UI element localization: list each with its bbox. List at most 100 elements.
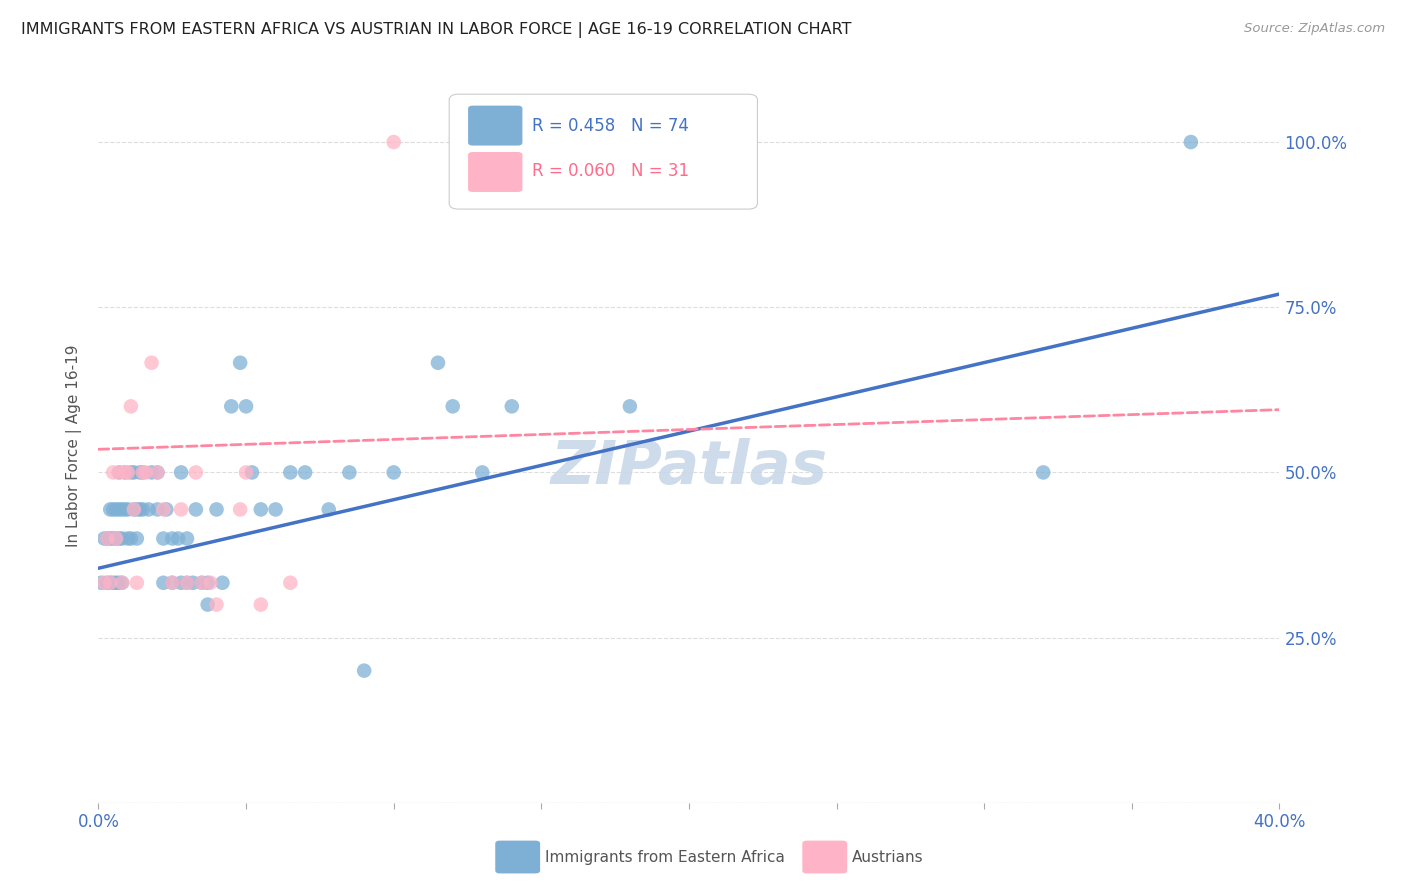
Point — [184, 502, 207, 516]
Point — [111, 575, 134, 590]
Point — [96, 575, 118, 590]
Text: R = 0.060   N = 31: R = 0.060 N = 31 — [531, 162, 689, 180]
Point — [105, 575, 128, 590]
Point — [339, 466, 360, 480]
Point — [108, 466, 131, 480]
Point — [205, 502, 228, 516]
Point — [120, 532, 142, 546]
Text: Austrians: Austrians — [852, 849, 924, 864]
Point — [98, 532, 121, 546]
Point — [181, 575, 204, 590]
Point — [382, 466, 405, 480]
Point — [152, 502, 174, 516]
Point — [167, 532, 190, 546]
Point — [103, 466, 125, 480]
Point — [146, 502, 169, 516]
Point — [114, 466, 136, 480]
Point — [93, 575, 115, 590]
Point — [96, 532, 118, 546]
Point — [122, 466, 145, 480]
Text: Source: ZipAtlas.com: Source: ZipAtlas.com — [1244, 22, 1385, 36]
Point — [278, 575, 302, 590]
Point — [240, 466, 263, 480]
Point — [200, 575, 222, 590]
Point — [170, 466, 193, 480]
Point — [501, 400, 523, 414]
Point — [117, 502, 139, 516]
Point — [589, 135, 612, 149]
Point — [427, 356, 450, 370]
Point — [211, 575, 233, 590]
Point — [152, 575, 174, 590]
Point — [1180, 135, 1202, 149]
Point — [103, 532, 125, 546]
Text: R = 0.458   N = 74: R = 0.458 N = 74 — [531, 117, 689, 135]
Point — [141, 356, 163, 370]
Point — [170, 575, 193, 590]
Point — [111, 532, 134, 546]
FancyBboxPatch shape — [495, 840, 540, 873]
Point — [229, 502, 252, 516]
Point — [125, 575, 148, 590]
Point — [318, 502, 340, 516]
FancyBboxPatch shape — [468, 105, 523, 145]
Point — [108, 575, 131, 590]
Point — [162, 575, 183, 590]
Point — [120, 466, 142, 480]
Point — [103, 502, 125, 516]
Point — [162, 532, 183, 546]
Text: ZIPatlas: ZIPatlas — [550, 438, 828, 497]
Point — [135, 466, 157, 480]
Point — [125, 502, 148, 516]
Point — [117, 466, 139, 480]
Point — [105, 502, 128, 516]
Point — [176, 575, 198, 590]
Point — [191, 575, 214, 590]
Point — [219, 400, 242, 414]
Point — [98, 575, 121, 590]
Point — [382, 135, 405, 149]
Point — [250, 502, 273, 516]
Point — [191, 575, 214, 590]
Point — [114, 466, 136, 480]
Point — [108, 502, 131, 516]
Point — [619, 400, 641, 414]
Point — [184, 466, 207, 480]
Point — [162, 575, 183, 590]
Point — [205, 598, 228, 612]
Point — [132, 466, 155, 480]
Point — [441, 400, 464, 414]
Point — [264, 502, 287, 516]
Point — [105, 532, 128, 546]
Point — [294, 466, 316, 480]
FancyBboxPatch shape — [449, 95, 758, 209]
Point — [93, 532, 115, 546]
Point — [90, 575, 112, 590]
Point — [235, 400, 257, 414]
Point — [120, 400, 142, 414]
Point — [278, 466, 302, 480]
Point — [250, 598, 273, 612]
Point — [111, 502, 134, 516]
Point — [132, 502, 155, 516]
Point — [353, 664, 375, 678]
Point — [170, 502, 193, 516]
Point — [155, 502, 177, 516]
Point — [138, 502, 160, 516]
Point — [197, 598, 219, 612]
Point — [176, 575, 198, 590]
Point — [117, 532, 139, 546]
Point — [98, 575, 121, 590]
Point — [96, 532, 118, 546]
Point — [176, 532, 198, 546]
FancyBboxPatch shape — [803, 840, 848, 873]
Point — [197, 575, 219, 590]
Point — [125, 532, 148, 546]
FancyBboxPatch shape — [468, 152, 523, 192]
Point — [122, 502, 145, 516]
Point — [471, 466, 494, 480]
Point — [105, 532, 128, 546]
Point — [108, 466, 131, 480]
Point — [152, 532, 174, 546]
Point — [98, 502, 121, 516]
